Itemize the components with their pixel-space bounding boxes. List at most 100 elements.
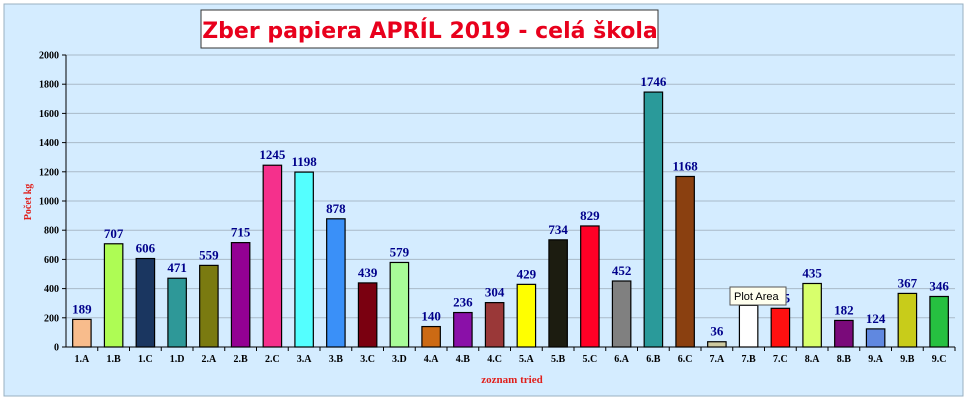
data-label-2.B: 715 [231,225,251,240]
bar-2.A [199,264,219,348]
bar-7.C [770,307,791,348]
bar-6.A [611,280,632,348]
data-label-3.B: 878 [326,201,346,216]
x-tick-label-2.C: 2.C [265,354,280,365]
tooltip-text: Plot Area [734,291,780,303]
data-label-6.A: 452 [612,263,632,278]
x-tick-label-9.A: 9.A [868,354,884,365]
y-tick-label: 1000 [39,197,59,208]
y-tick-label: 400 [44,284,59,295]
bar-1.B [103,243,124,348]
data-label-1.B: 707 [104,226,124,241]
y-tick-label: 1200 [39,167,59,178]
bar-9.A [865,328,886,348]
data-label-4.B: 236 [453,295,473,310]
y-tick-label: 1600 [39,109,59,120]
bar-3.A [294,171,314,348]
x-axis-title: zoznam tried [481,374,542,386]
x-tick-label-6.A: 6.A [614,354,630,365]
data-label-4.A: 140 [421,309,441,324]
data-label-1.C: 606 [136,241,156,256]
x-tick-label-4.C: 4.C [487,354,502,365]
x-tick-label-9.B: 9.B [900,354,915,365]
y-tick-label: 200 [44,313,59,324]
x-tick-label-2.B: 2.B [234,354,249,365]
x-tick-label-7.B: 7.B [742,354,757,365]
bar-3.C [357,282,378,348]
data-label-6.B: 1746 [640,74,667,89]
x-tick-label-6.B: 6.B [646,354,661,365]
x-tick-label-5.C: 5.C [583,354,598,365]
data-label-3.A: 1198 [291,154,317,169]
x-tick-label-4.A: 4.A [424,354,440,365]
bar-5.C [580,225,600,348]
title-box [200,9,659,49]
y-tick-label: 0 [54,343,59,354]
x-tick-label-3.D: 3.D [392,354,407,365]
x-tick-label-5.A: 5.A [519,354,535,365]
axis-layer: 0 200 400 600 800 1000 1200 1400 1600 1800 2000 1.A… [39,51,956,365]
x-tick-label-6.C: 6.C [678,354,693,365]
data-label-2.A: 559 [199,247,219,262]
y-tick-label: 600 [44,255,59,266]
bar-9.C [929,295,949,348]
x-tick-label-3.C: 3.C [360,354,375,365]
x-tick-label-1.D: 1.D [170,354,185,365]
bar-4.C [484,302,505,348]
data-label-9.C: 346 [929,278,949,293]
y-axis-title: Počet kg [23,184,34,220]
bar-5.A [516,283,537,348]
data-label-9.B: 367 [898,275,918,290]
x-tick-label-2.A: 2.A [202,354,218,365]
x-tick-label-7.C: 7.C [773,354,788,365]
bar-4.A [421,325,441,348]
bar-4.B [453,311,473,348]
data-label-3.C: 439 [358,265,378,280]
data-label-9.A: 124 [866,311,886,326]
x-tick-label-3.B: 3.B [329,354,344,365]
data-label-2.C: 1245 [259,147,286,162]
x-tick-label-9.C: 9.C [932,354,947,365]
data-label-8.A: 435 [802,265,822,280]
data-label-4.C: 304 [485,285,505,300]
bar-2.B [230,242,251,348]
bar-6.B [643,91,664,348]
bar-3.B [326,218,346,348]
data-label-5.B: 734 [548,222,568,237]
plot-area-tooltip: Plot Area [729,286,787,306]
bar-1.C [135,257,156,348]
x-tick-label-7.A: 7.A [710,354,726,365]
x-tick-label-8.B: 8.B [837,354,852,365]
data-label-3.D: 579 [390,244,410,259]
y-tick-label: 2000 [39,51,59,62]
bar-8.A [802,282,822,348]
x-tick-label-4.B: 4.B [456,354,471,365]
chart-title: Zber papiera APRÍL 2019 - celá škola [202,18,658,44]
x-tick-label-1.B: 1.B [107,354,122,365]
bar-7.A [707,341,727,348]
tooltip-box [729,286,787,306]
x-tick-label-8.A: 8.A [805,354,821,365]
y-tick-label: 800 [44,226,59,237]
bar-1.A [72,318,92,348]
bar-1.D [167,277,187,348]
bar-9.B [897,292,918,348]
data-label-5.A: 429 [517,266,537,281]
bar-5.B [548,239,568,348]
bar-6.C [675,175,695,348]
x-tick-label-5.B: 5.B [551,354,566,365]
y-tick-label: 1800 [39,80,59,91]
x-tick-label-1.A: 1.A [75,354,91,365]
bar-8.B [834,319,854,348]
bar-3.D [389,261,410,348]
bar-2.C [262,164,283,348]
x-tick-label-1.C: 1.C [138,354,153,365]
data-label-8.B: 182 [834,302,854,317]
data-label-1.D: 471 [167,260,187,275]
x-tick-label-3.A: 3.A [297,354,313,365]
data-label-7.A: 36 [710,324,724,339]
data-label-6.C: 1168 [672,158,698,173]
data-label-5.C: 829 [580,208,600,223]
